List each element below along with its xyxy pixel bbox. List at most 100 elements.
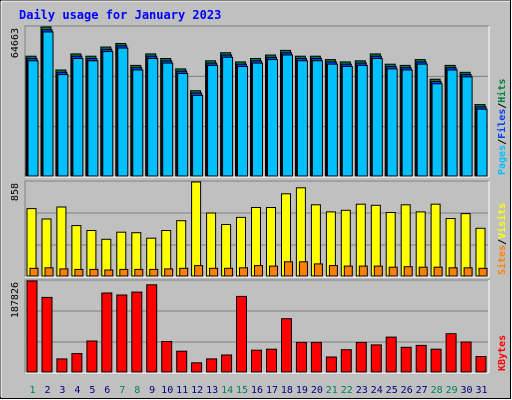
chart-title: Daily usage for January 2023 — [19, 8, 221, 22]
bar-pages — [162, 62, 174, 177]
x-tick-label: 9 — [149, 385, 155, 396]
bar-kbytes — [385, 336, 397, 373]
x-tick-label: 31 — [475, 385, 487, 396]
bar-pages — [311, 60, 323, 177]
bar-kbytes — [430, 348, 442, 373]
bar-pages — [87, 60, 99, 177]
bar-kbytes — [266, 348, 277, 373]
legend-entry: Sites — [496, 245, 508, 275]
bar-kbytes — [325, 356, 337, 373]
legend-visits-sites: Sites/Visits — [496, 203, 508, 275]
legend-entry: / — [497, 139, 508, 145]
bar-pages — [177, 73, 189, 177]
bar-kbytes — [281, 318, 292, 373]
bar-sites — [179, 267, 189, 277]
bar-pages — [476, 108, 488, 177]
bar-visits — [370, 204, 381, 277]
bar-pages — [401, 69, 413, 177]
x-tick-label: 28 — [431, 385, 443, 396]
bar-sites — [403, 266, 413, 277]
bar-sites — [448, 267, 458, 277]
bar-sites — [269, 265, 278, 277]
legend-entry: Pages — [497, 145, 508, 175]
x-tick-label: 14 — [221, 385, 233, 396]
bar-kbytes — [460, 341, 472, 373]
bar-kbytes — [236, 295, 247, 373]
bar-pages — [207, 64, 219, 177]
bar-kbytes — [131, 291, 143, 373]
bar-pages — [296, 60, 308, 177]
bar-kbytes — [41, 296, 53, 373]
bar-kbytes — [370, 344, 382, 373]
bar-pages — [326, 63, 338, 177]
bar-pages — [42, 31, 54, 177]
bar-sites — [194, 265, 204, 277]
bar-pages — [267, 59, 278, 177]
x-tick-label: 24 — [371, 385, 383, 396]
bar-sites — [29, 267, 39, 277]
x-tick-label: 22 — [341, 385, 353, 396]
x-tick-label: 30 — [460, 385, 472, 396]
bar-kbytes — [340, 349, 352, 373]
bar-sites — [119, 268, 129, 277]
x-tick-label: 17 — [266, 385, 278, 396]
panel-kbytes: 187826 KBytes — [10, 279, 508, 374]
bar-kbytes — [56, 358, 68, 373]
bar-visits — [176, 220, 187, 277]
bar-visits — [236, 216, 246, 277]
bar-sites — [164, 268, 174, 277]
bar-kbytes — [206, 358, 218, 373]
legend-entry: KBytes — [497, 335, 508, 371]
bar-kbytes — [415, 344, 427, 373]
bar-sites — [59, 268, 69, 277]
bar-pages — [252, 62, 263, 177]
bar-visits — [385, 212, 396, 277]
y-max-label: 64663 — [10, 28, 21, 58]
x-tick-label: 3 — [59, 385, 65, 396]
bar-pages — [416, 63, 428, 177]
bar-visits — [56, 206, 67, 277]
bar-visits — [355, 203, 366, 277]
bar-kbytes — [355, 341, 367, 373]
bar-kbytes — [26, 280, 38, 373]
bar-pages — [341, 66, 353, 177]
bar-pages — [117, 47, 129, 177]
legend-entry: / — [497, 239, 508, 245]
bar-kbytes — [251, 349, 262, 373]
bar-pages — [27, 60, 39, 177]
bar-pages — [431, 83, 443, 177]
y-max-label: 187826 — [10, 282, 21, 318]
x-tick-label: 5 — [89, 385, 95, 396]
x-tick-label: 26 — [401, 385, 413, 396]
bar-kbytes — [176, 350, 188, 373]
legend-entry: Files — [496, 109, 508, 139]
bar-sites — [74, 268, 84, 277]
x-tick-label: 29 — [446, 385, 458, 396]
bar-pages — [72, 58, 84, 177]
bar-kbytes — [400, 346, 412, 373]
bar-pages — [461, 76, 473, 177]
bar-pages — [102, 51, 114, 177]
bar-sites — [104, 269, 114, 277]
bar-kbytes — [221, 354, 233, 373]
bar-kbytes — [101, 292, 113, 373]
bar-pages — [192, 94, 204, 177]
x-tick-label: 7 — [119, 385, 125, 396]
bar-sites — [328, 265, 338, 277]
bar-kbytes — [86, 340, 98, 373]
x-tick-label: 25 — [386, 385, 398, 396]
bar-visits — [26, 208, 37, 277]
bar-kbytes — [475, 356, 487, 373]
bar-pages — [132, 69, 144, 177]
bar-visits — [460, 213, 471, 277]
bar-visits — [71, 225, 82, 277]
bar-sites — [418, 266, 428, 277]
bar-pages — [222, 56, 234, 177]
bar-pages — [282, 54, 293, 177]
bar-sites — [298, 261, 308, 277]
legend-kbytes: KBytes — [497, 335, 508, 371]
bar-kbytes — [116, 294, 128, 373]
bar-pages — [356, 64, 368, 177]
x-tick-label: 16 — [251, 385, 263, 396]
